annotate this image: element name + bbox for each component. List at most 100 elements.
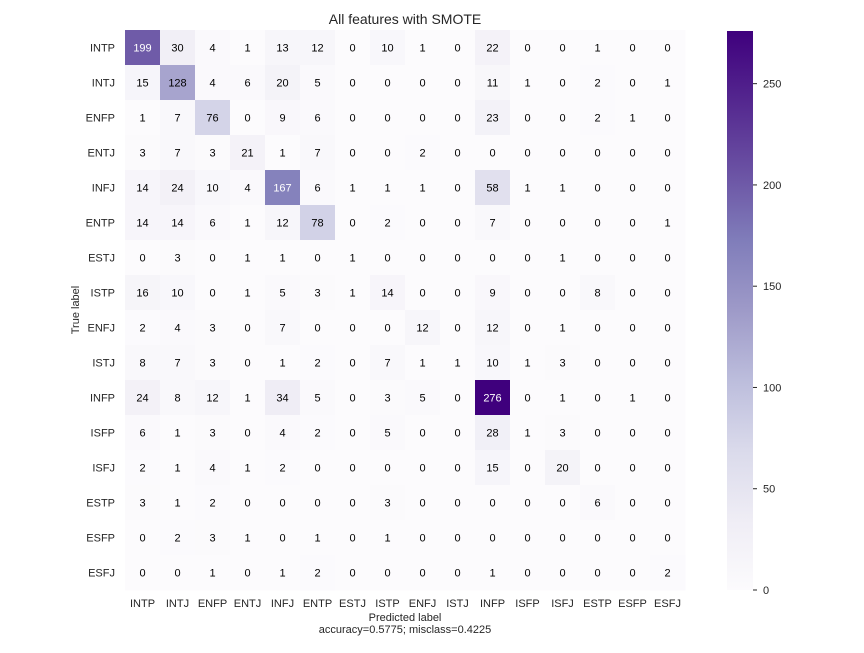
heatmap-cell <box>580 520 616 556</box>
heatmap-cell <box>125 485 161 521</box>
cell-value-label: 0 <box>629 533 635 545</box>
heatmap-cell <box>125 240 161 276</box>
cell-value-label: 5 <box>314 393 320 405</box>
heatmap-cell <box>650 450 686 486</box>
heatmap-cell <box>230 415 266 451</box>
cell-value-label: 0 <box>454 183 460 195</box>
cell-value-label: 0 <box>384 113 390 125</box>
heatmap-cell <box>405 450 441 486</box>
cell-value-label: 0 <box>384 568 390 580</box>
cell-value-label: 1 <box>244 463 250 475</box>
cell-value-label: 0 <box>524 393 530 405</box>
cell-value-label: 0 <box>559 148 565 160</box>
cell-value-label: 6 <box>314 113 320 125</box>
heatmap-cell <box>230 485 266 521</box>
cell-value-label: 21 <box>241 148 253 160</box>
cell-value-label: 0 <box>629 463 635 475</box>
cell-value-label: 4 <box>279 428 285 440</box>
heatmap-cell <box>230 240 266 276</box>
heatmap-cell <box>440 100 476 136</box>
cell-value-label: 1 <box>594 43 600 55</box>
cell-value-label: 167 <box>273 183 291 195</box>
heatmap-cell <box>335 450 371 486</box>
heatmap-cell <box>580 310 616 346</box>
cell-value-label: 76 <box>206 113 218 125</box>
cell-value-label: 0 <box>559 568 565 580</box>
heatmap-cell <box>475 485 511 521</box>
x-tick-label: INFJ <box>271 598 294 610</box>
y-tick-label: ESFJ <box>88 568 115 580</box>
y-tick-label: ENTJ <box>88 148 116 160</box>
cell-value-label: 0 <box>454 78 460 90</box>
cell-value-label: 4 <box>209 78 215 90</box>
cell-value-label: 0 <box>664 43 670 55</box>
cell-value-label: 3 <box>209 148 215 160</box>
cell-value-label: 0 <box>559 78 565 90</box>
heatmap-cell <box>265 520 301 556</box>
cell-value-label: 0 <box>664 323 670 335</box>
cell-value-label: 22 <box>486 43 498 55</box>
heatmap-cell <box>615 485 651 521</box>
heatmap-cell <box>300 485 336 521</box>
cell-value-label: 0 <box>594 323 600 335</box>
cell-value-label: 3 <box>209 323 215 335</box>
heatmap-cell <box>265 380 301 416</box>
heatmap-cell <box>615 345 651 381</box>
heatmap-cell <box>475 345 511 381</box>
heatmap-cell <box>300 555 336 591</box>
cell-value-label: 10 <box>171 288 183 300</box>
cell-value-label: 4 <box>174 323 180 335</box>
cell-value-label: 0 <box>594 358 600 370</box>
cell-value-label: 0 <box>314 323 320 335</box>
cell-value-label: 0 <box>419 533 425 545</box>
heatmap-cell <box>265 240 301 276</box>
cell-value-label: 0 <box>559 533 565 545</box>
cell-value-label: 1 <box>279 568 285 580</box>
heatmap-cell <box>545 485 581 521</box>
heatmap-cell <box>125 380 161 416</box>
cell-value-label: 1 <box>664 218 670 230</box>
heatmap-cell <box>195 450 231 486</box>
heatmap-cell <box>160 415 196 451</box>
cell-value-label: 0 <box>244 358 250 370</box>
cell-value-label: 1 <box>559 323 565 335</box>
heatmap-cell <box>230 275 266 311</box>
cell-value-label: 0 <box>664 358 670 370</box>
cell-value-label: 34 <box>276 393 288 405</box>
heatmap-cell <box>370 65 406 101</box>
cell-value-label: 0 <box>664 253 670 265</box>
heatmap-cell <box>545 30 581 66</box>
heatmap-cell <box>370 275 406 311</box>
cell-value-label: 12 <box>486 323 498 335</box>
cell-value-label: 0 <box>629 323 635 335</box>
cell-value-label: 0 <box>524 463 530 475</box>
cell-value-label: 0 <box>384 148 390 160</box>
cell-value-label: 6 <box>209 218 215 230</box>
cell-value-label: 0 <box>664 428 670 440</box>
cell-value-label: 0 <box>454 393 460 405</box>
heatmap-cell <box>160 170 196 206</box>
heatmap-cell <box>230 380 266 416</box>
cell-value-label: 2 <box>594 78 600 90</box>
heatmap-cell <box>475 100 511 136</box>
heatmap-cell <box>370 450 406 486</box>
heatmap-cell <box>615 170 651 206</box>
cell-value-label: 1 <box>559 393 565 405</box>
x-tick-label: INTP <box>130 598 155 610</box>
cell-value-label: 14 <box>171 218 183 230</box>
heatmap-cell <box>580 100 616 136</box>
heatmap-cell <box>475 415 511 451</box>
heatmap-cell <box>650 170 686 206</box>
heatmap-cell <box>475 275 511 311</box>
cell-value-label: 20 <box>276 78 288 90</box>
cell-value-label: 0 <box>664 463 670 475</box>
cell-value-label: 3 <box>209 533 215 545</box>
cell-value-label: 3 <box>139 148 145 160</box>
x-tick-label: ENTJ <box>234 598 262 610</box>
heatmap-cell <box>545 65 581 101</box>
heatmap-cell <box>440 415 476 451</box>
heatmap-cell <box>475 205 511 241</box>
cell-value-label: 0 <box>314 253 320 265</box>
cell-value-label: 0 <box>419 253 425 265</box>
heatmap-cell <box>405 65 441 101</box>
